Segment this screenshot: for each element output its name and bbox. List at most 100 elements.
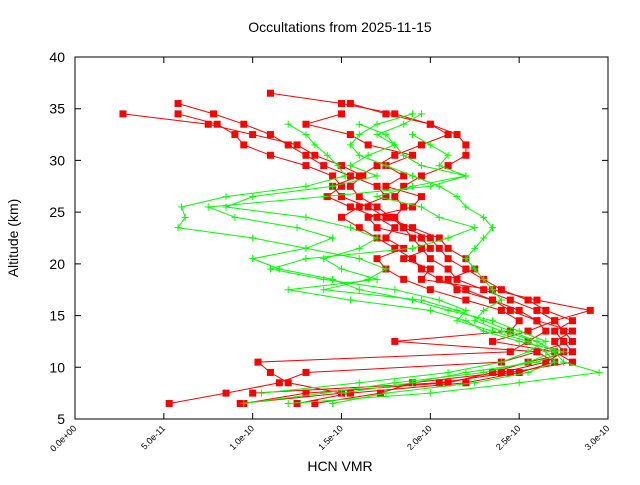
data-point-plus — [320, 193, 328, 201]
data-point-plus — [302, 213, 310, 221]
data-point-plus — [346, 224, 354, 232]
data-point-square — [377, 389, 385, 397]
data-point-square — [417, 141, 425, 149]
data-point-plus — [497, 358, 505, 366]
data-point-square — [373, 224, 381, 232]
data-point-plus — [329, 182, 337, 190]
data-point-square — [302, 162, 310, 170]
data-point-square — [387, 213, 395, 221]
data-point-plus — [373, 131, 381, 139]
data-point-plus — [542, 348, 550, 356]
data-point-plus — [391, 141, 399, 149]
data-point-square — [524, 327, 532, 335]
data-point-plus — [284, 286, 292, 294]
data-point-plus — [382, 131, 390, 139]
data-point-plus — [471, 317, 479, 325]
data-point-plus — [373, 234, 381, 242]
data-point-square — [400, 255, 408, 263]
data-point-square — [174, 100, 182, 108]
data-point-plus — [302, 255, 310, 263]
data-point-plus — [355, 244, 363, 252]
data-point-plus — [409, 296, 417, 304]
data-point-square — [346, 100, 354, 108]
data-point-plus — [489, 317, 497, 325]
data-point-square — [364, 141, 372, 149]
data-point-square — [489, 368, 497, 376]
data-point-square — [506, 368, 514, 376]
x-tick-label: 5.0e-11 — [139, 423, 167, 451]
data-point-plus — [409, 379, 417, 387]
data-point-square — [444, 275, 452, 283]
data-point-square — [266, 368, 274, 376]
data-point-square — [391, 337, 399, 345]
x-tick-label: 2.0e-10 — [405, 423, 434, 452]
data-point-square — [417, 234, 425, 242]
data-point-square — [568, 358, 576, 366]
data-point-square — [409, 234, 417, 242]
data-point-plus — [204, 203, 212, 211]
data-point-square — [444, 379, 452, 387]
data-point-plus — [284, 399, 292, 407]
data-point-plus — [320, 286, 328, 294]
data-point-plus — [560, 358, 568, 366]
data-point-plus — [355, 151, 363, 159]
data-point-square — [417, 275, 425, 283]
data-point-square — [311, 399, 319, 407]
data-point-square — [266, 151, 274, 159]
data-point-plus — [338, 265, 345, 273]
data-point-plus — [323, 151, 331, 159]
data-point-plus — [551, 358, 559, 366]
data-point-square — [346, 182, 354, 190]
data-point-square — [391, 110, 399, 118]
series-green-8 — [174, 120, 559, 407]
data-point-plus — [542, 337, 550, 345]
data-point-square — [515, 368, 523, 376]
data-point-square — [497, 306, 505, 314]
data-point-square — [338, 182, 345, 190]
data-point-square — [329, 172, 337, 180]
axes: 0.0e+00 5.0e-11 1.0e-10 1.5e-10 2.0e-10 2.5e-… — [48, 49, 611, 454]
data-point-plus — [174, 224, 182, 232]
data-point-square — [453, 275, 461, 283]
data-point-plus — [266, 265, 274, 273]
x-tick-label: 3.0e-10 — [583, 423, 612, 452]
data-point-square — [444, 255, 452, 263]
data-point-plus — [181, 213, 189, 221]
data-point-plus — [338, 389, 345, 397]
data-point-square — [435, 275, 443, 283]
data-point-square — [409, 255, 417, 263]
data-point-square — [426, 286, 434, 294]
data-point-square — [302, 368, 310, 376]
data-point-square — [533, 306, 541, 314]
data-point-square — [497, 286, 505, 294]
data-point-plus — [373, 120, 381, 128]
data-point-square — [391, 193, 399, 201]
data-point-square — [560, 327, 568, 335]
data-point-square — [506, 306, 514, 314]
data-point-plus — [320, 275, 328, 283]
series-line — [225, 113, 566, 394]
data-point-plus — [435, 296, 443, 304]
data-point-plus — [515, 379, 523, 387]
data-point-square — [355, 203, 363, 211]
data-point-square — [417, 193, 425, 201]
data-point-square — [568, 317, 576, 325]
data-point-square — [435, 244, 443, 252]
data-point-plus — [480, 275, 488, 283]
data-point-square — [236, 399, 244, 407]
data-point-square — [364, 213, 372, 221]
data-point-plus — [444, 306, 452, 314]
y-axis-label: Altitude (km) — [5, 199, 21, 278]
data-point-square — [400, 275, 408, 283]
data-point-square — [346, 203, 354, 211]
data-point-square — [533, 296, 541, 304]
y-tick-label: 30 — [49, 152, 65, 168]
data-point-square — [311, 151, 319, 159]
data-point-square — [284, 379, 292, 387]
data-point-plus — [329, 234, 337, 242]
data-point-plus — [341, 172, 349, 180]
data-point-plus — [426, 389, 434, 397]
data-point-plus — [435, 162, 443, 170]
data-point-square — [568, 327, 576, 335]
data-point-plus — [409, 244, 417, 252]
